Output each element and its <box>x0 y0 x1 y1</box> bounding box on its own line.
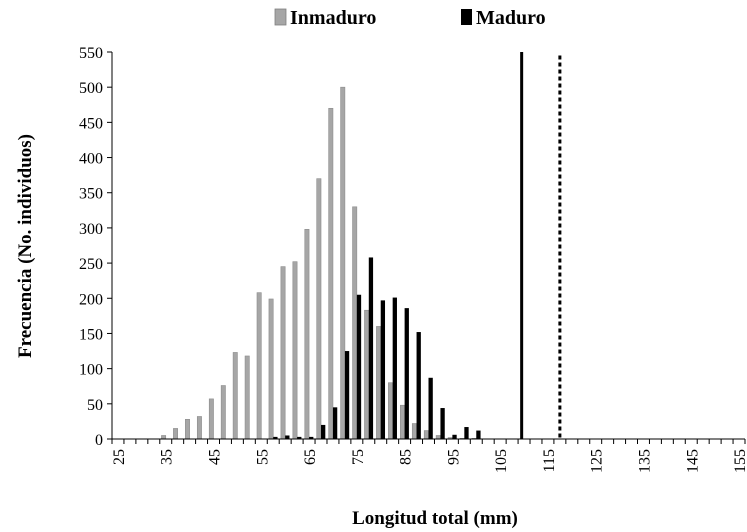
bar-maduro <box>392 297 397 439</box>
x-tick-label: 135 <box>636 449 653 473</box>
bar-maduro <box>416 332 421 439</box>
bar-maduro <box>273 436 278 439</box>
bar-maduro <box>321 424 326 439</box>
y-tick-label: 400 <box>79 151 103 168</box>
bar-inmaduro <box>220 385 226 440</box>
legend-swatch-maduro <box>461 9 472 25</box>
legend-label-inmaduro: Inmaduro <box>290 7 376 29</box>
bar-inmaduro <box>196 416 202 440</box>
bar-inmaduro <box>268 298 274 440</box>
y-tick-label: 200 <box>79 291 103 308</box>
bar-maduro <box>428 377 433 439</box>
annotations <box>520 52 562 439</box>
bar-maduro <box>344 351 350 439</box>
y-tick-label: 550 <box>79 45 103 62</box>
bar-inmaduro <box>208 398 214 440</box>
x-tick-label: 65 <box>302 449 319 465</box>
x-axis-title: Longitud total (mm) <box>352 508 518 529</box>
y-tick-label: 0 <box>95 432 103 449</box>
x-tick-label: 145 <box>684 449 701 473</box>
x-tick-label: 25 <box>111 449 128 465</box>
bar-maduro <box>440 408 445 439</box>
bar-inmaduro <box>173 428 178 440</box>
y-tick-label: 450 <box>79 115 103 132</box>
bar-inmaduro <box>161 435 167 440</box>
bar-maduro <box>368 257 374 439</box>
bar-inmaduro <box>292 261 298 440</box>
bar-inmaduro <box>185 418 190 440</box>
legend-label-maduro: Maduro <box>476 7 546 29</box>
x-tick-label: 45 <box>207 449 224 465</box>
y-axis-ticks: 0 50 100 150 200 250 300 350 400 450 500 550 <box>79 45 112 449</box>
x-tick-label: 35 <box>159 449 176 465</box>
y-tick-label: 150 <box>79 326 103 343</box>
bar-inmaduro <box>352 206 358 440</box>
bar-inmaduro <box>232 352 238 440</box>
bar-maduro <box>285 435 290 439</box>
y-tick-label: 500 <box>79 80 103 97</box>
bar-inmaduro <box>423 430 429 440</box>
bar-inmaduro <box>435 435 441 440</box>
bar-inmaduro <box>244 355 250 440</box>
y-tick-label: 100 <box>79 362 103 379</box>
bar-maduro <box>464 427 469 439</box>
y-tick-label: 300 <box>79 221 103 238</box>
bar-inmaduro <box>304 229 310 440</box>
bar-maduro <box>356 294 362 439</box>
bar-maduro <box>332 407 338 439</box>
bar-inmaduro <box>400 404 405 440</box>
y-tick-label: 250 <box>79 256 103 273</box>
bar-inmaduro <box>376 326 382 440</box>
legend: Inmaduro Maduro <box>274 7 546 29</box>
legend-swatch-inmaduro <box>274 8 287 26</box>
bar-inmaduro <box>388 382 393 440</box>
bar-inmaduro <box>316 178 322 440</box>
bar-inmaduro <box>364 309 370 440</box>
bar-inmaduro <box>280 266 286 440</box>
x-tick-label: 85 <box>398 449 415 465</box>
bar-maduro <box>476 430 481 439</box>
bar-inmaduro <box>256 292 262 440</box>
x-tick-label: 155 <box>732 449 747 473</box>
x-tick-label: 115 <box>541 449 558 472</box>
bar-inmaduro <box>411 423 417 440</box>
bar-maduro <box>452 434 457 439</box>
x-tick-label: 75 <box>350 449 367 465</box>
bar-inmaduro <box>328 107 334 440</box>
bar-maduro <box>297 436 302 439</box>
y-tick-label: 50 <box>87 397 103 414</box>
bar-maduro <box>309 436 314 439</box>
bar-maduro <box>404 308 409 439</box>
x-axis-ticks: 25 35 45 55 65 75 85 95 105 115 125 135 145 155 <box>111 439 747 473</box>
bars <box>161 86 481 440</box>
x-tick-label: 95 <box>445 449 462 465</box>
y-tick-label: 350 <box>79 186 103 203</box>
x-tick-label: 125 <box>589 449 606 473</box>
x-tick-label: 105 <box>493 449 510 473</box>
bar-maduro <box>380 300 386 439</box>
bar-inmaduro <box>340 86 346 440</box>
y-axis-title: Frecuencia (No. individuos) <box>15 134 36 358</box>
x-tick-label: 55 <box>254 449 271 465</box>
